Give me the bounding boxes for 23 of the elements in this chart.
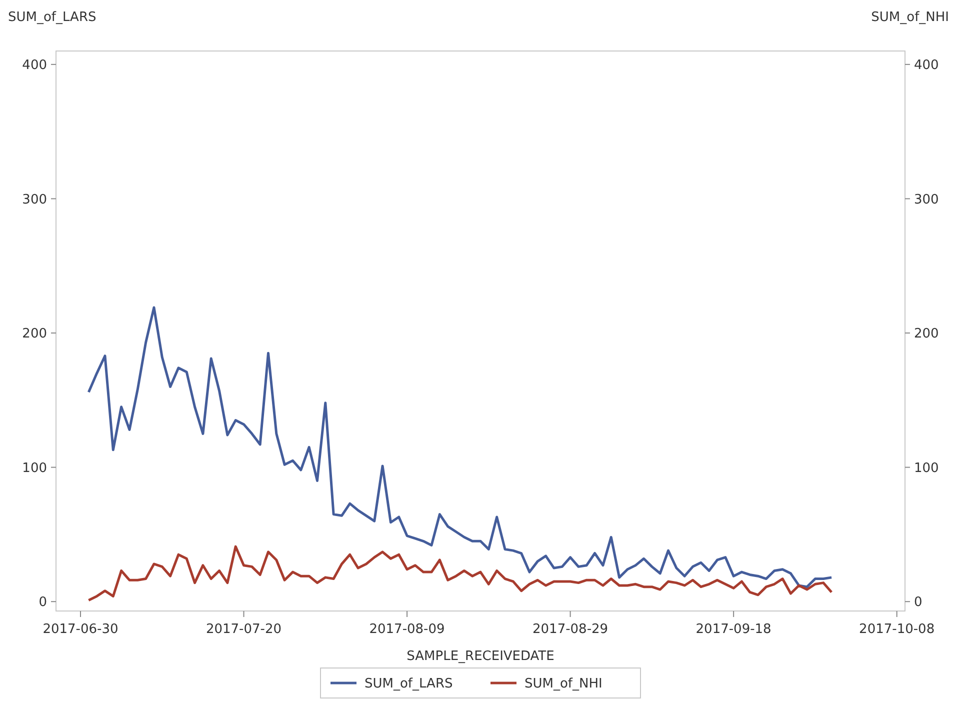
y2-tick-label: 100 — [914, 460, 939, 476]
x-tick-label: 2017-06-30 — [42, 622, 118, 637]
line-series — [87, 306, 833, 588]
x-tick-label: 2017-08-29 — [532, 622, 608, 637]
legend-label: SUM_of_NHI — [524, 676, 602, 692]
y2-tick-label: 200 — [914, 326, 939, 342]
y2-axis-title: SUM_of_NHI — [871, 10, 949, 25]
line-series — [87, 545, 833, 602]
y-tick-label: 0 — [38, 595, 47, 610]
x-tick-label: 2017-10-08 — [859, 622, 935, 637]
x-tick-label: 2017-08-09 — [369, 622, 445, 637]
y2-tick-label: 300 — [914, 192, 939, 208]
legend-label: SUM_of_LARS — [364, 676, 453, 692]
x-tick-label: 2017-07-20 — [206, 622, 282, 637]
y-tick-label: 200 — [22, 326, 47, 342]
y2-tick-label: 400 — [914, 58, 939, 73]
y2-tick-label: 0 — [914, 595, 922, 610]
x-tick-label: 2017-09-18 — [696, 622, 772, 637]
y-tick-label: 300 — [22, 192, 47, 208]
y-tick-label: 400 — [22, 58, 47, 73]
x-axis-title: SAMPLE_RECEIVEDATE — [406, 649, 554, 664]
y-axis-title: SUM_of_LARS — [8, 10, 96, 25]
y-tick-label: 100 — [22, 460, 47, 476]
